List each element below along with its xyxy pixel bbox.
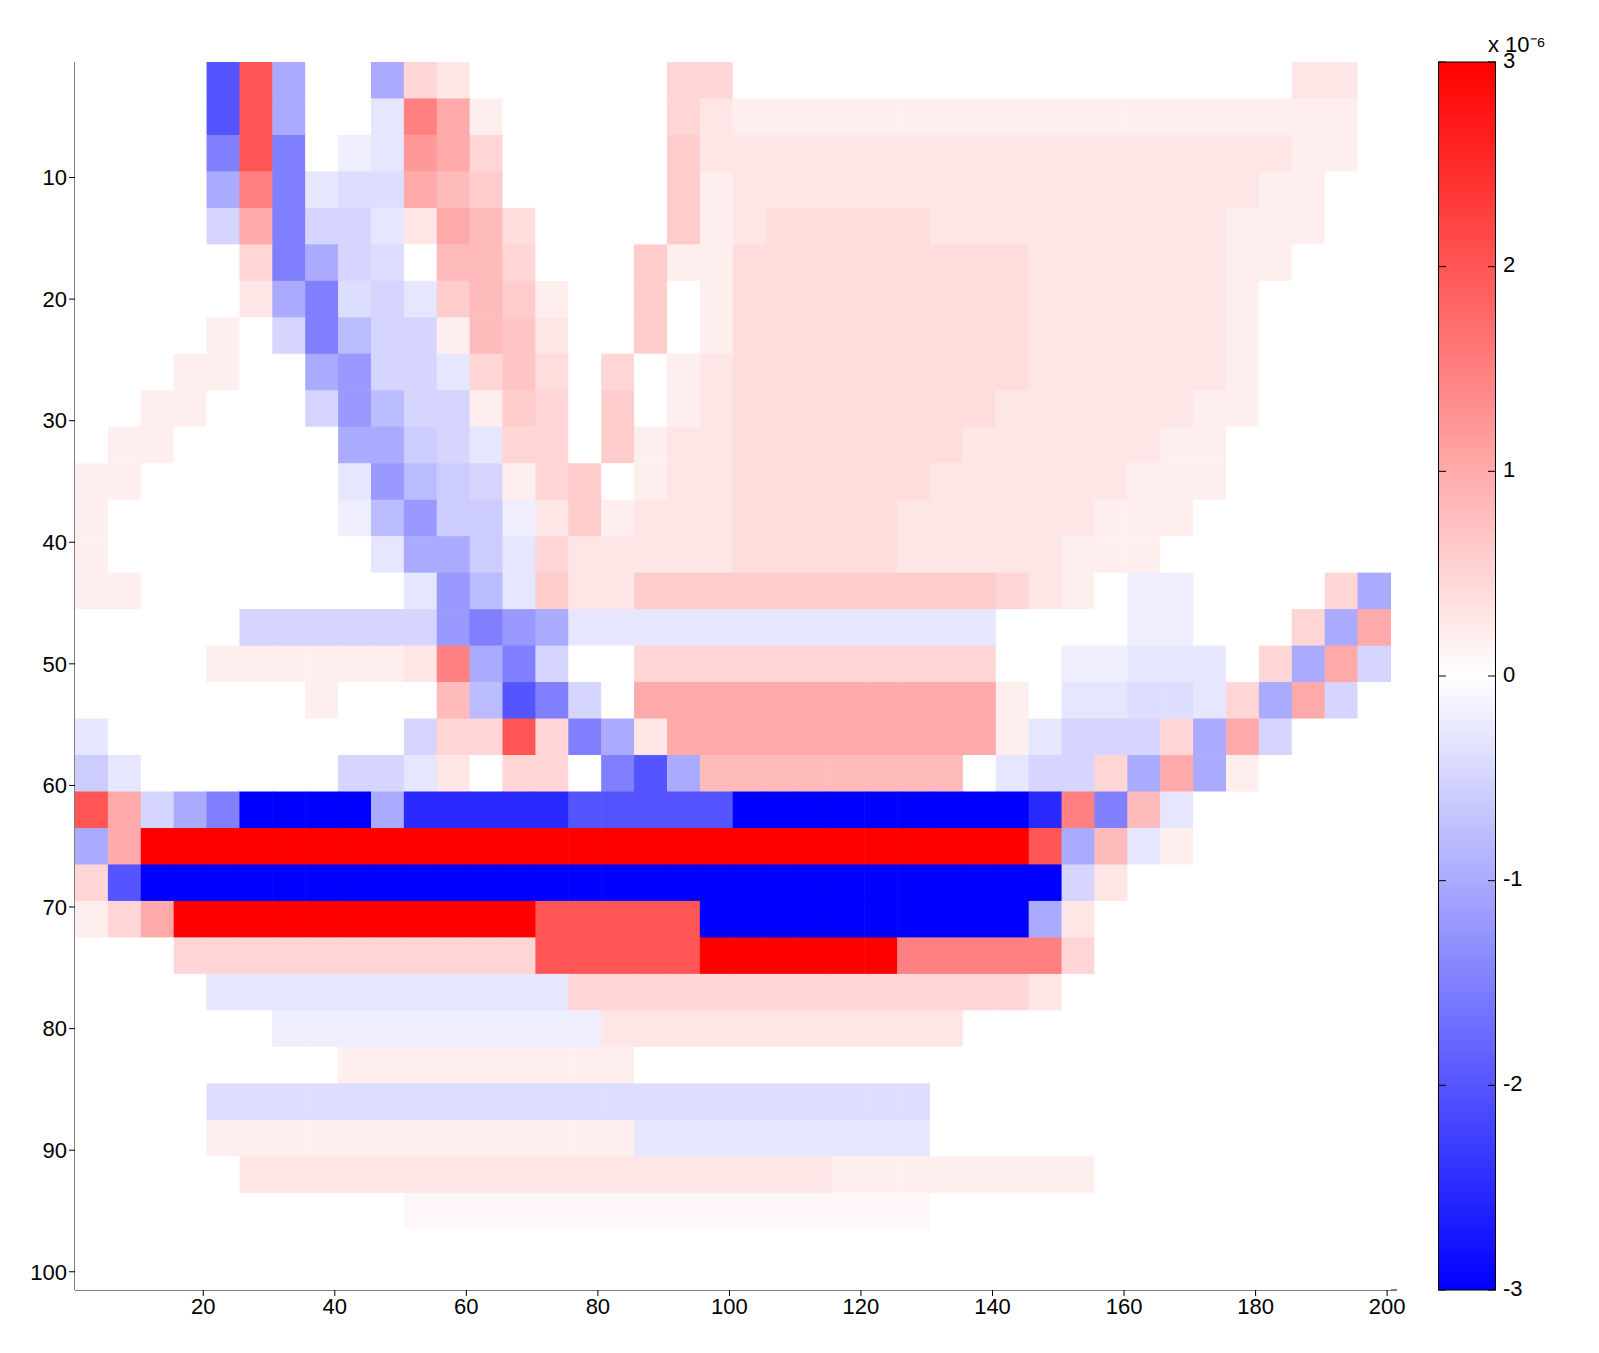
svg-text:x 10⁻⁶: x 10⁻⁶	[1488, 32, 1546, 57]
svg-text:1: 1	[1503, 457, 1515, 482]
svg-text:70: 70	[43, 895, 67, 920]
svg-text:20: 20	[43, 287, 67, 312]
svg-text:-2: -2	[1503, 1071, 1523, 1096]
svg-text:20: 20	[191, 1294, 215, 1319]
svg-text:100: 100	[30, 1260, 67, 1285]
svg-text:30: 30	[43, 408, 67, 433]
svg-text:200: 200	[1369, 1294, 1406, 1319]
svg-text:90: 90	[43, 1138, 67, 1163]
svg-text:100: 100	[711, 1294, 748, 1319]
svg-text:40: 40	[323, 1294, 347, 1319]
svg-text:80: 80	[586, 1294, 610, 1319]
svg-text:80: 80	[43, 1016, 67, 1041]
svg-text:160: 160	[1106, 1294, 1143, 1319]
svg-text:50: 50	[43, 652, 67, 677]
svg-text:60: 60	[454, 1294, 478, 1319]
svg-text:40: 40	[43, 530, 67, 555]
svg-text:0: 0	[1503, 662, 1515, 687]
svg-text:140: 140	[974, 1294, 1011, 1319]
svg-text:-3: -3	[1503, 1276, 1523, 1301]
svg-text:60: 60	[43, 773, 67, 798]
svg-text:10: 10	[43, 165, 67, 190]
svg-text:-1: -1	[1503, 866, 1523, 891]
svg-text:120: 120	[843, 1294, 880, 1319]
svg-text:180: 180	[1237, 1294, 1274, 1319]
svg-text:2: 2	[1503, 252, 1515, 277]
svg-text:3: 3	[1503, 47, 1516, 73]
